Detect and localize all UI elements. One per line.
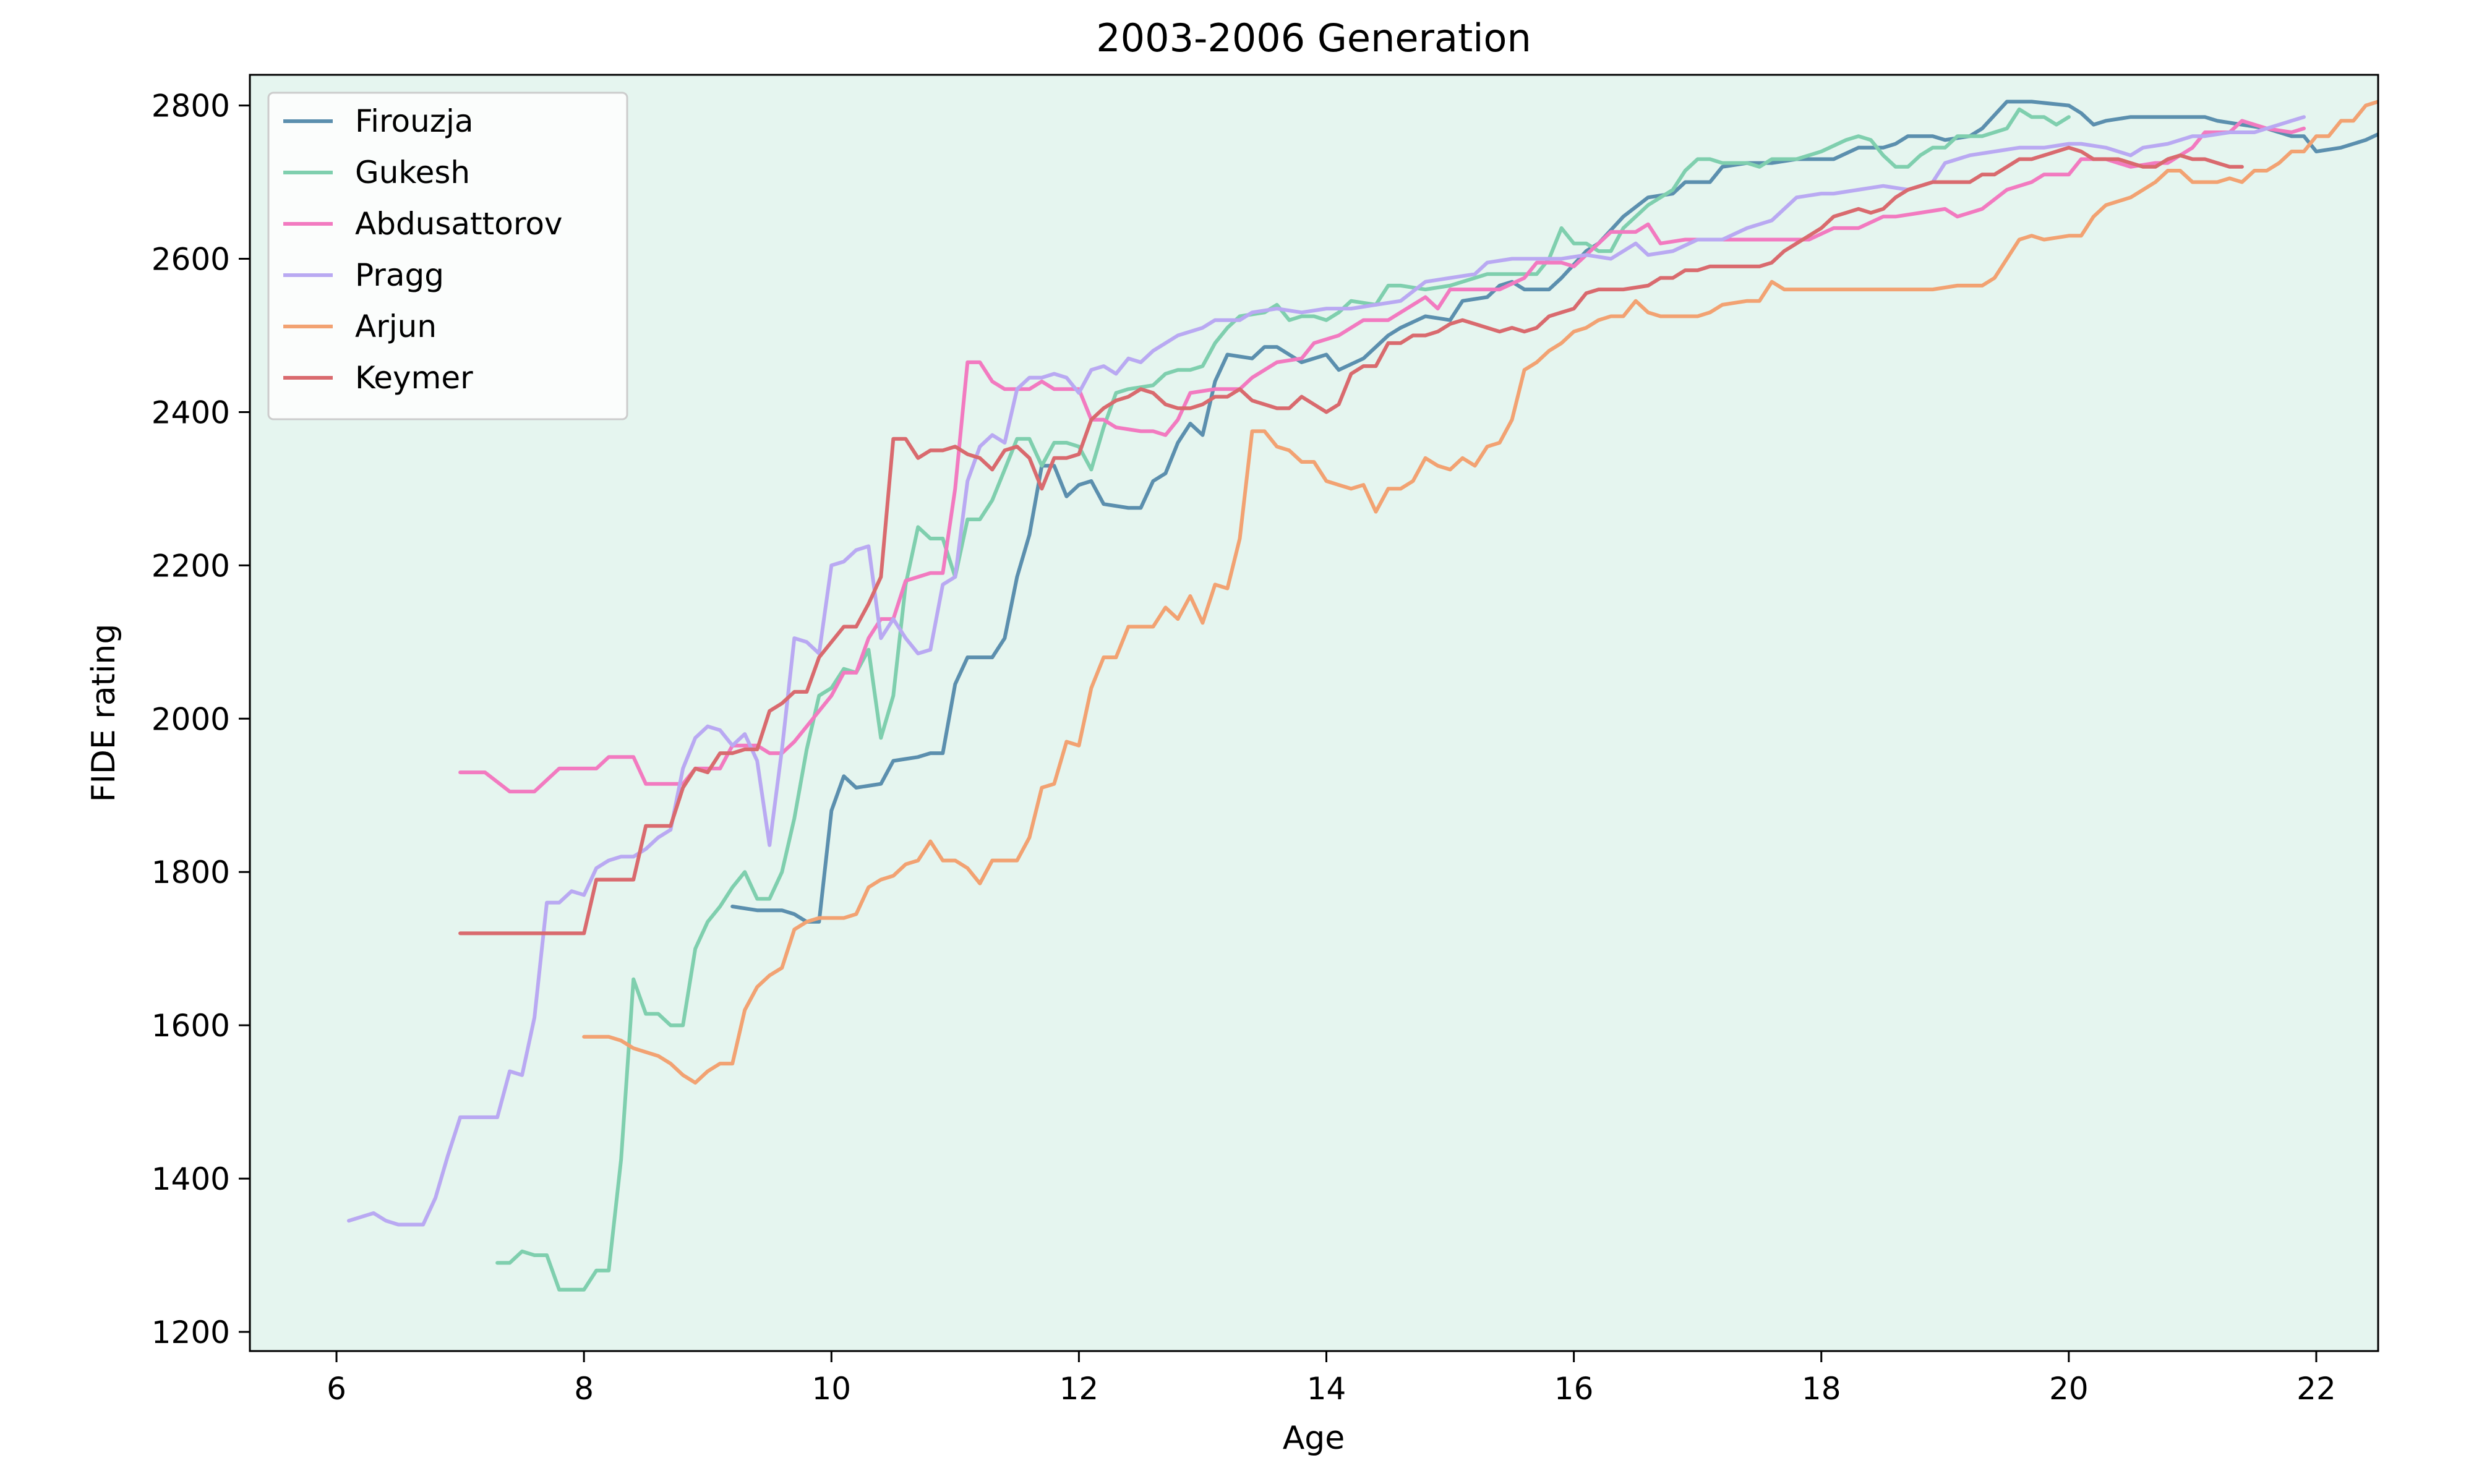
series-line-gukesh	[495, 107, 2071, 1292]
legend-label-abdusattorov: Abdusattorov	[355, 206, 563, 242]
legend-label-keymer: Keymer	[355, 360, 473, 396]
series-line-keymer	[458, 145, 2244, 936]
x-tick-label: 6	[327, 1371, 346, 1407]
y-tick-label: 2400	[152, 394, 230, 430]
legend-label-firouzja: Firouzja	[355, 103, 474, 139]
y-tick-label: 2800	[152, 88, 230, 124]
y-tick-label: 2600	[152, 242, 230, 278]
y-tick-label: 2200	[152, 548, 230, 584]
series-layer	[347, 100, 2378, 1292]
y-axis: 1200 1400 1600 1800 2000 2200 2400 2600 2800	[152, 88, 250, 1350]
y-tick-label: 1200	[152, 1315, 230, 1350]
y-tick-label: 2000	[152, 701, 230, 737]
y-tick-label: 1400	[152, 1161, 230, 1197]
series-line-pragg	[347, 115, 2306, 1227]
legend: Firouzja Gukesh Abdusattorov Pragg Arjun Keym…	[267, 92, 628, 420]
x-tick-label: 10	[811, 1371, 851, 1407]
plot-frame	[249, 74, 2379, 1352]
y-tick-label: 1600	[152, 1008, 230, 1044]
x-tick-label: 8	[574, 1371, 594, 1407]
y-tick-label: 1800	[152, 855, 230, 890]
legend-label-pragg: Pragg	[355, 257, 444, 293]
chart-title: 2003-2006 Generation	[1096, 15, 1531, 61]
legend-label-arjun: Arjun	[355, 309, 437, 344]
x-tick-label: 22	[2296, 1371, 2336, 1407]
x-tick-label: 20	[2049, 1371, 2089, 1407]
x-tick-label: 16	[1554, 1371, 1594, 1407]
x-tick-label: 12	[1059, 1371, 1099, 1407]
x-axis: 6 8 10 12 14 16 18 20 22	[327, 1351, 2336, 1407]
legend-label-gukesh: Gukesh	[355, 155, 470, 190]
legend-box	[267, 92, 628, 420]
y-axis-label: FIDE rating	[85, 624, 122, 803]
x-tick-label: 18	[1802, 1371, 1841, 1407]
x-axis-label: Age	[1283, 1420, 1345, 1457]
series-line-firouzja	[730, 100, 2378, 924]
x-tick-label: 14	[1307, 1371, 1346, 1407]
series-line-arjun	[582, 100, 2378, 1085]
